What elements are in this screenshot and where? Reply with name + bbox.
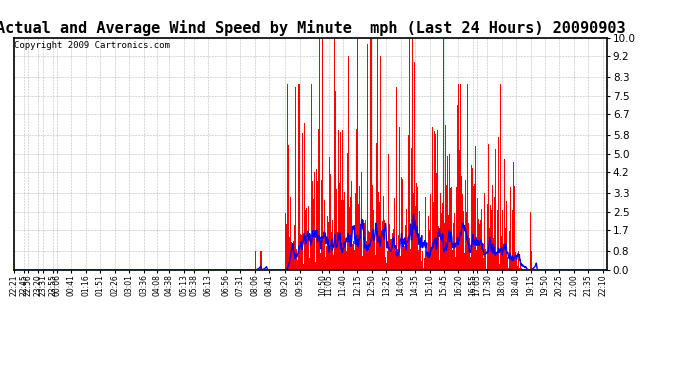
Title: Actual and Average Wind Speed by Minute  mph (Last 24 Hours) 20090903: Actual and Average Wind Speed by Minute … [0,20,625,36]
Text: Copyright 2009 Cartronics.com: Copyright 2009 Cartronics.com [14,41,170,50]
